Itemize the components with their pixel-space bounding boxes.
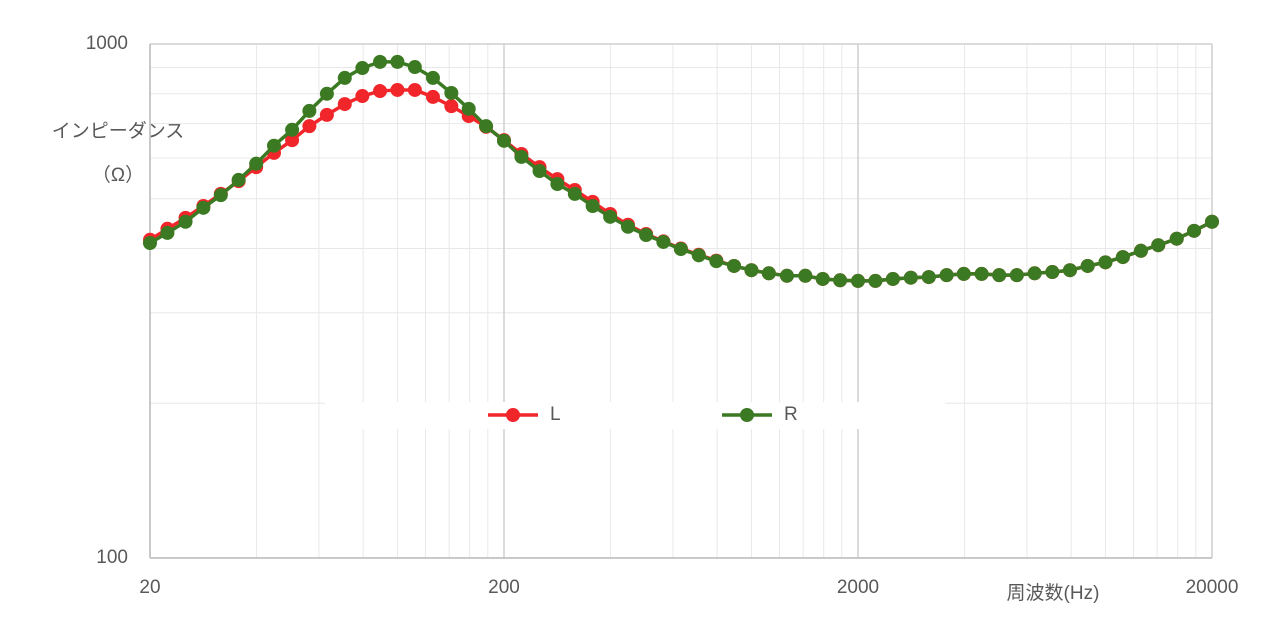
data-point [390, 54, 405, 69]
legend-box [325, 402, 945, 429]
data-point [939, 268, 954, 283]
data-point [425, 89, 440, 104]
data-point [444, 85, 459, 100]
data-point [285, 133, 300, 148]
data-point [302, 103, 317, 118]
data-point [160, 225, 175, 240]
data-point [407, 60, 422, 75]
data-point [231, 172, 246, 187]
data-point [1187, 223, 1202, 238]
y-axis-label: （Ω） [92, 164, 144, 186]
data-point [744, 263, 759, 278]
data-point [992, 268, 1007, 283]
y-tick-label: 1000 [86, 33, 128, 54]
data-point [302, 119, 317, 134]
data-point [178, 214, 193, 229]
data-point [639, 228, 654, 243]
data-point [656, 234, 671, 249]
x-axis-label: 周波数(Hz) [1007, 582, 1100, 604]
data-point [143, 236, 157, 251]
data-point [585, 198, 600, 213]
data-point [337, 97, 352, 112]
series [143, 54, 1219, 288]
data-point [709, 254, 724, 269]
data-point [1080, 258, 1095, 273]
data-point [567, 186, 582, 201]
data-point [956, 266, 971, 281]
y-tick-label: 100 [96, 547, 128, 568]
legend-label: R [784, 404, 798, 425]
legend-marker [740, 408, 754, 422]
data-point [196, 200, 211, 215]
data-point [691, 248, 706, 263]
data-point [603, 209, 618, 224]
data-point [1098, 255, 1113, 270]
data-point [249, 156, 264, 171]
data-point [285, 122, 300, 137]
data-point [974, 266, 989, 281]
data-point [868, 273, 883, 288]
data-point [266, 138, 281, 153]
data-point [833, 273, 848, 288]
data-point [1169, 231, 1184, 246]
data-point [461, 101, 476, 116]
data-point [798, 268, 813, 283]
data-point [1045, 265, 1060, 280]
data-point [319, 107, 334, 122]
data-point [1133, 243, 1148, 258]
data-point [761, 266, 776, 281]
data-point [355, 89, 370, 104]
data-point [479, 119, 494, 134]
y-axis-label: インピーダンス [52, 120, 185, 142]
x-tick-label: 2000 [837, 577, 879, 598]
data-point [727, 258, 742, 273]
data-point [673, 242, 688, 257]
data-point [373, 54, 388, 69]
data-point [444, 99, 459, 114]
x-tick-label: 200 [488, 577, 520, 598]
data-point [213, 188, 228, 203]
data-point [921, 270, 936, 285]
data-point [425, 70, 440, 85]
data-point [779, 268, 794, 283]
data-point [337, 70, 352, 85]
data-point [373, 84, 388, 99]
data-point [550, 177, 565, 192]
data-point [885, 271, 900, 286]
data-point [319, 86, 334, 101]
data-point [514, 149, 529, 164]
data-point [532, 164, 547, 179]
data-point [390, 82, 405, 97]
data-point [407, 82, 422, 97]
x-tick-label: 20 [139, 577, 160, 598]
legend-label: L [550, 404, 561, 425]
data-point [851, 273, 865, 288]
data-point [1062, 263, 1077, 278]
data-point [1115, 250, 1130, 265]
data-point [620, 219, 635, 234]
legend-marker [506, 408, 520, 422]
data-point [355, 61, 370, 76]
x-tick-label: 20000 [1186, 577, 1239, 598]
data-point [1205, 214, 1219, 229]
data-point [903, 270, 918, 285]
data-point [1009, 268, 1024, 283]
data-point [1027, 266, 1042, 281]
data-point [1151, 238, 1166, 253]
data-point [497, 133, 511, 148]
data-point [815, 271, 830, 286]
